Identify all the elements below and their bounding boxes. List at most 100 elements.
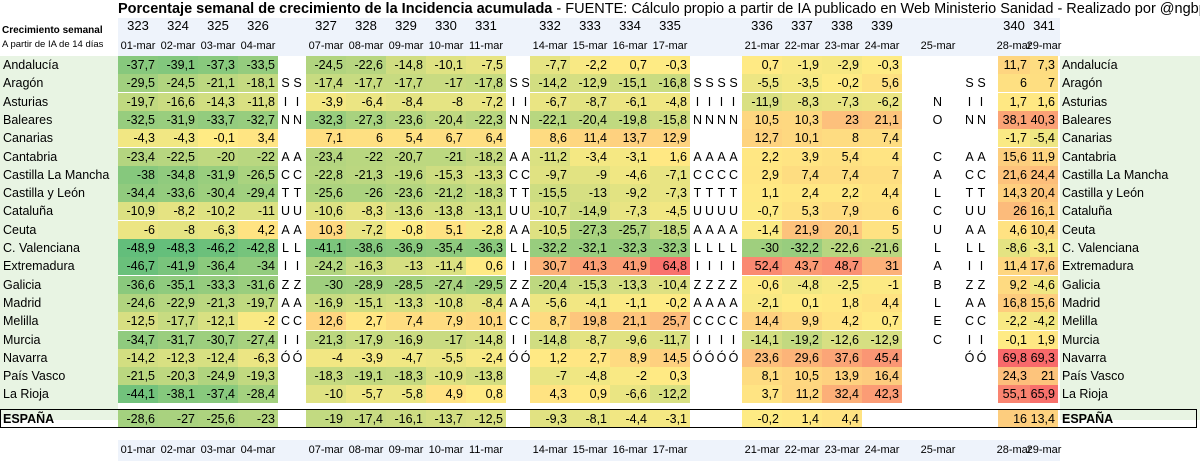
week-number: 338 [831, 18, 853, 33]
heatmap-cell: -14,8 [466, 330, 506, 349]
row-label-right: Andalucía [1062, 58, 1118, 72]
heatmap-cell: -35,1 [158, 275, 198, 294]
row-label-left: Asturias [3, 94, 49, 109]
week-number: 334 [619, 18, 641, 33]
heatmap-cell: 1,7 [998, 92, 1030, 111]
heatmap-cell: 24,4 [1030, 165, 1058, 184]
heatmap-cell: 9,9 [782, 312, 822, 331]
heatmap-cell: 13,4 [1030, 409, 1058, 428]
gap-letter: S [521, 76, 530, 91]
gap-letter: C [520, 167, 531, 182]
heatmap-cell: -23,6 [386, 184, 426, 203]
heatmap-cell: -23,6 [386, 110, 426, 129]
date-label-bottom: 09-mar [388, 444, 424, 456]
heatmap-cell: -25,7 [610, 220, 650, 239]
heatmap-cell: -34 [238, 257, 278, 276]
heatmap-cell: -10,6 [306, 202, 346, 221]
heatmap-cell: -8,6 [998, 239, 1030, 257]
heatmap-cell: -15,3 [570, 275, 610, 294]
gap-letter: A [705, 149, 714, 164]
heatmap-cell: 37,6 [822, 348, 862, 367]
heatmap-cell: -26,5 [238, 165, 278, 184]
heatmap-cell: -5,5 [426, 348, 466, 367]
gap-letter: C [716, 314, 727, 329]
heatmap-cell: 6 [998, 74, 1030, 93]
gap-letter: Ó [292, 350, 303, 365]
gap-letter: I [967, 259, 972, 274]
row-label-left: Navarra [3, 350, 48, 365]
gap-letter: Z [293, 277, 302, 292]
heatmap-cell: -9,2 [610, 184, 650, 203]
heatmap-cell: -18,3 [306, 367, 346, 386]
gap-letter: Ó [964, 350, 975, 365]
heatmap-cell: -12,9 [570, 74, 610, 93]
gap-letter: I [731, 332, 736, 347]
heatmap-cell [918, 147, 958, 166]
heatmap-cell: -37,7 [118, 56, 158, 74]
row-label-left: País Vasco [3, 369, 66, 384]
gap-letter: N [520, 112, 531, 127]
heatmap-cell: -14,2 [118, 348, 158, 367]
gap-letter: S [509, 76, 518, 91]
gap-letter: C [520, 314, 531, 329]
heatmap-cell: -37,3 [198, 56, 238, 74]
date-label-bottom: 07-mar [308, 444, 344, 456]
gap-letter: A [509, 222, 518, 237]
heatmap-cell: -41,1 [306, 239, 346, 257]
date-label-bottom: 02-mar [160, 444, 196, 456]
heatmap-cell: 21,1 [862, 110, 902, 129]
heatmap-cell: -15,1 [610, 74, 650, 93]
heatmap-cell: 2,2 [822, 184, 862, 203]
heatmap-cell [918, 74, 958, 93]
heatmap-cell: 11,7 [998, 56, 1030, 74]
gap-letter: A [965, 295, 974, 310]
heatmap-cell: -13,8 [466, 367, 506, 386]
heatmap-cell: -4,1 [570, 293, 610, 312]
heatmap-cell: 2,4 [782, 184, 822, 203]
date-label: 25-mar [920, 40, 956, 52]
date-label: 17-mar [652, 40, 688, 52]
heatmap-cell: -12,4 [198, 348, 238, 367]
gap-letter: Ó [704, 350, 715, 365]
date-label-bottom: 11-mar [468, 444, 504, 456]
row-label-right: Madrid [1062, 295, 1101, 310]
heatmap-cell: -8,3 [346, 202, 386, 221]
heatmap-cell: 8,1 [742, 367, 782, 386]
gap-letter: A [977, 149, 986, 164]
heatmap-cell [918, 275, 958, 294]
gap-letter: T [965, 186, 974, 201]
heatmap-cell: -4,5 [650, 202, 690, 221]
heatmap-cell: -12,3 [158, 348, 198, 367]
heatmap-cell: 2,9 [742, 165, 782, 184]
heatmap-cell: 5,4 [386, 129, 426, 148]
heatmap-cell: -36,3 [466, 239, 506, 257]
heatmap-cell: 23 [822, 110, 862, 129]
heatmap-cell: -38,1 [158, 385, 198, 404]
heatmap-cell: -13,1 [466, 202, 506, 221]
heatmap-cell: -33,5 [238, 56, 278, 74]
heatmap-cell: -8 [426, 92, 466, 111]
heatmap-cell: -8,3 [782, 92, 822, 111]
gap-letter: L [282, 241, 289, 255]
heatmap-cell: -5,6 [530, 293, 570, 312]
heatmap-cell: -27,4 [238, 330, 278, 349]
gap-letter: N [976, 112, 987, 127]
row-label-right: Ceuta [1062, 222, 1096, 237]
gap-letter: I [695, 332, 700, 347]
heatmap-cell: 65,9 [1030, 385, 1058, 404]
gap-letter: S [977, 76, 986, 91]
heatmap-cell: -13,3 [466, 165, 506, 184]
heatmap-cell: -10,1 [426, 56, 466, 74]
heatmap-cell: -0,6 [742, 275, 782, 294]
heatmap-cell [918, 165, 958, 184]
gap-letter: I [295, 332, 300, 347]
gap-letter: A [717, 149, 726, 164]
gap-letter: I [283, 332, 288, 347]
gap-letter: U [976, 204, 987, 219]
heatmap-cell [918, 220, 958, 239]
heatmap-cell: -27,4 [426, 275, 466, 294]
date-label-bottom: 28-mar [996, 444, 1032, 456]
heatmap-cell [918, 367, 958, 386]
heatmap-cell: 31 [862, 257, 902, 276]
